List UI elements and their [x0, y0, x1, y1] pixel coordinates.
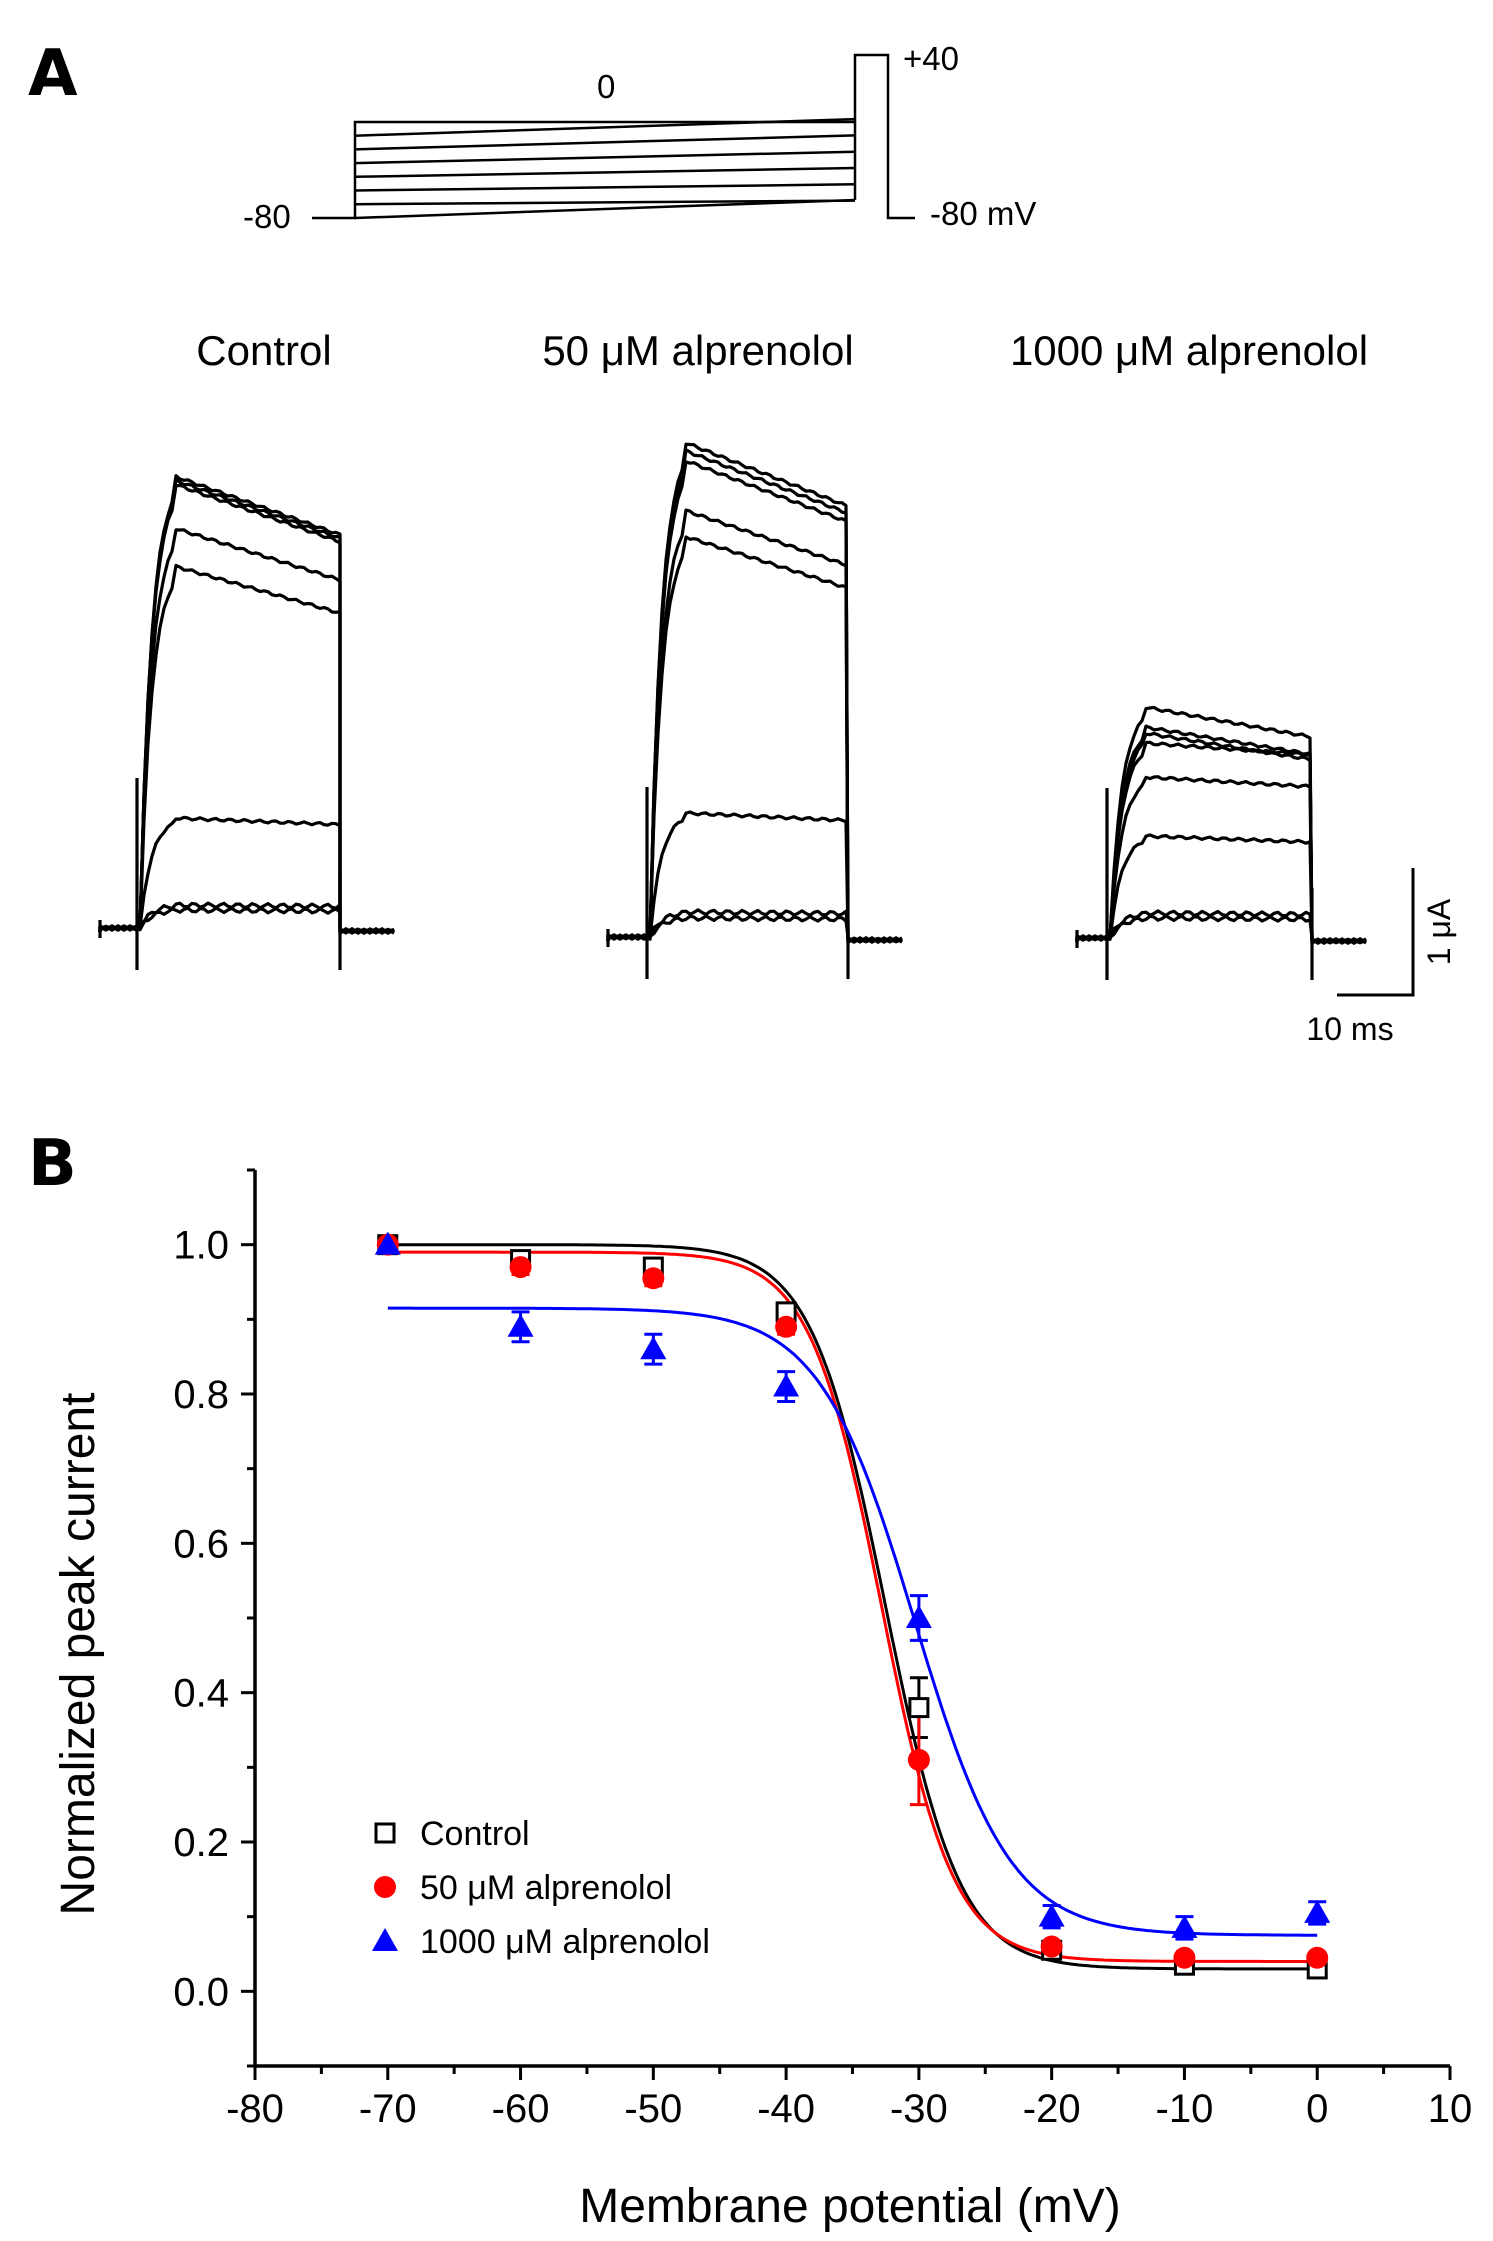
- protocol-step-line: [354, 199, 856, 206]
- y-tick-label: 1.0: [173, 1224, 229, 1268]
- current-trace: [606, 535, 903, 944]
- protocol-outline: [312, 53, 915, 220]
- y-tick-label: 0.4: [173, 1672, 229, 1716]
- current-trace: [606, 460, 903, 944]
- current-trace: [98, 477, 395, 935]
- x-tick-label: -80: [226, 2087, 284, 2131]
- data-point-series-2: [1038, 1903, 1065, 1927]
- x-tick-label: -30: [890, 2087, 948, 2131]
- panel-b: B -80 -70 -60 -50 -40 -30 -20 -10 0 10 0.0 0.2 0.4 0.…: [28, 1127, 1472, 2233]
- protocol-return-label: -80 mV: [930, 195, 1036, 232]
- legend: Control 50 μM alprenolol 1000 μM alprenolo…: [372, 1815, 710, 1961]
- protocol-step-line: [354, 117, 856, 137]
- x-tick-label: -50: [624, 2087, 682, 2131]
- current-trace: [606, 914, 903, 944]
- current-trace: [1075, 740, 1367, 945]
- data-points: [374, 1231, 1331, 1980]
- panel-a-letter: A: [28, 37, 78, 111]
- scale-bar-current-label: 1 μA: [1421, 898, 1457, 965]
- data-point-series-2: [374, 1231, 401, 1255]
- current-trace: [98, 474, 395, 935]
- x-axis-label: Membrane potential (mV): [579, 2180, 1121, 2233]
- plot-axes: [241, 1168, 1452, 2080]
- x-tick-label: 0: [1306, 2087, 1328, 2131]
- data-point-series-1: [1306, 1946, 1329, 1969]
- data-point-series-2: [773, 1373, 800, 1397]
- data-point-series-2: [905, 1605, 932, 1628]
- panel-a: A -80 0 +40 -80 mV Control 50 μM alpreno…: [28, 37, 1457, 1047]
- data-point-series-1: [775, 1315, 798, 1338]
- current-trace: [98, 815, 395, 935]
- fit-curve-0: [387, 1243, 1318, 1971]
- legend-label-0: Control: [420, 1815, 530, 1853]
- current-traces: [98, 442, 1367, 980]
- y-tick-label: 0.2: [173, 1821, 229, 1865]
- data-point-series-1: [907, 1748, 930, 1771]
- legend-marker-0: [374, 1822, 396, 1844]
- legend-label-1: 50 μM alprenolol: [420, 1869, 672, 1907]
- current-trace: [1075, 705, 1367, 945]
- current-trace: [98, 528, 395, 935]
- fit-curve-1: [387, 1250, 1318, 1963]
- current-trace: [98, 906, 395, 935]
- data-point-series-1: [642, 1267, 665, 1290]
- current-trace: [1075, 833, 1367, 945]
- current-trace: [1075, 914, 1367, 945]
- data-point-series-1: [509, 1256, 532, 1279]
- protocol-bottom-step: [354, 198, 856, 220]
- y-tick-label: 0.0: [173, 1970, 229, 2014]
- protocol-step-line: [354, 150, 856, 165]
- legend-marker-1: [374, 1876, 396, 1898]
- voltage-protocol: -80 0 +40 -80 mV: [243, 40, 1036, 235]
- current-trace: [1075, 909, 1367, 945]
- scale-bar: 10 ms 1 μA: [1306, 868, 1457, 1047]
- x-tick-label: -10: [1156, 2087, 1214, 2131]
- current-trace: [98, 563, 395, 935]
- protocol-step-line: [354, 134, 856, 151]
- fit-curves: [387, 1243, 1318, 1971]
- scale-bar-time-label: 10 ms: [1306, 1011, 1393, 1047]
- x-tick-label: -60: [492, 2087, 550, 2131]
- x-tick-label: -70: [359, 2087, 417, 2131]
- data-point-series-2: [640, 1336, 667, 1360]
- x-tick-label: -20: [1023, 2087, 1081, 2131]
- panel-b-letter: B: [28, 1127, 77, 1201]
- legend-marker-2: [372, 1928, 398, 1951]
- data-point-series-2: [1171, 1914, 1198, 1938]
- x-tick-label: -40: [757, 2087, 815, 2131]
- tick-labels: -80 -70 -60 -50 -40 -30 -20 -10 0 10 0.0 0.2 0.4 0.6 0…: [173, 1224, 1472, 2131]
- data-point-series-2: [507, 1313, 534, 1337]
- protocol-trace: [312, 53, 915, 220]
- protocol-step-label: 0: [597, 68, 615, 105]
- fit-curve-2: [387, 1306, 1318, 1937]
- condition-label-50um: 50 μM alprenolol: [542, 327, 853, 374]
- y-tick-label: 0.6: [173, 1522, 229, 1566]
- x-tick-label: 10: [1428, 2087, 1473, 2131]
- protocol-step-line: [354, 166, 856, 179]
- y-axis-label: Normalized peak current: [52, 1393, 105, 1916]
- protocol-prepulse-label: +40: [903, 40, 959, 77]
- legend-label-2: 1000 μM alprenolol: [420, 1923, 710, 1961]
- current-trace: [606, 810, 903, 944]
- data-point-series-0: [908, 1697, 930, 1719]
- data-point-series-2: [1304, 1899, 1331, 1923]
- scale-bar-lines: [1337, 868, 1415, 997]
- protocol-step-line: [354, 183, 856, 192]
- data-point-series-1: [1040, 1935, 1063, 1958]
- error-bars: [378, 1235, 1327, 1975]
- data-point-series-1: [1173, 1946, 1196, 1969]
- y-tick-label: 0.8: [173, 1373, 229, 1417]
- condition-label-1000um: 1000 μM alprenolol: [1010, 327, 1368, 374]
- condition-label-control: Control: [196, 327, 331, 374]
- current-trace: [1075, 775, 1367, 945]
- protocol-hold-label: -80: [243, 198, 291, 235]
